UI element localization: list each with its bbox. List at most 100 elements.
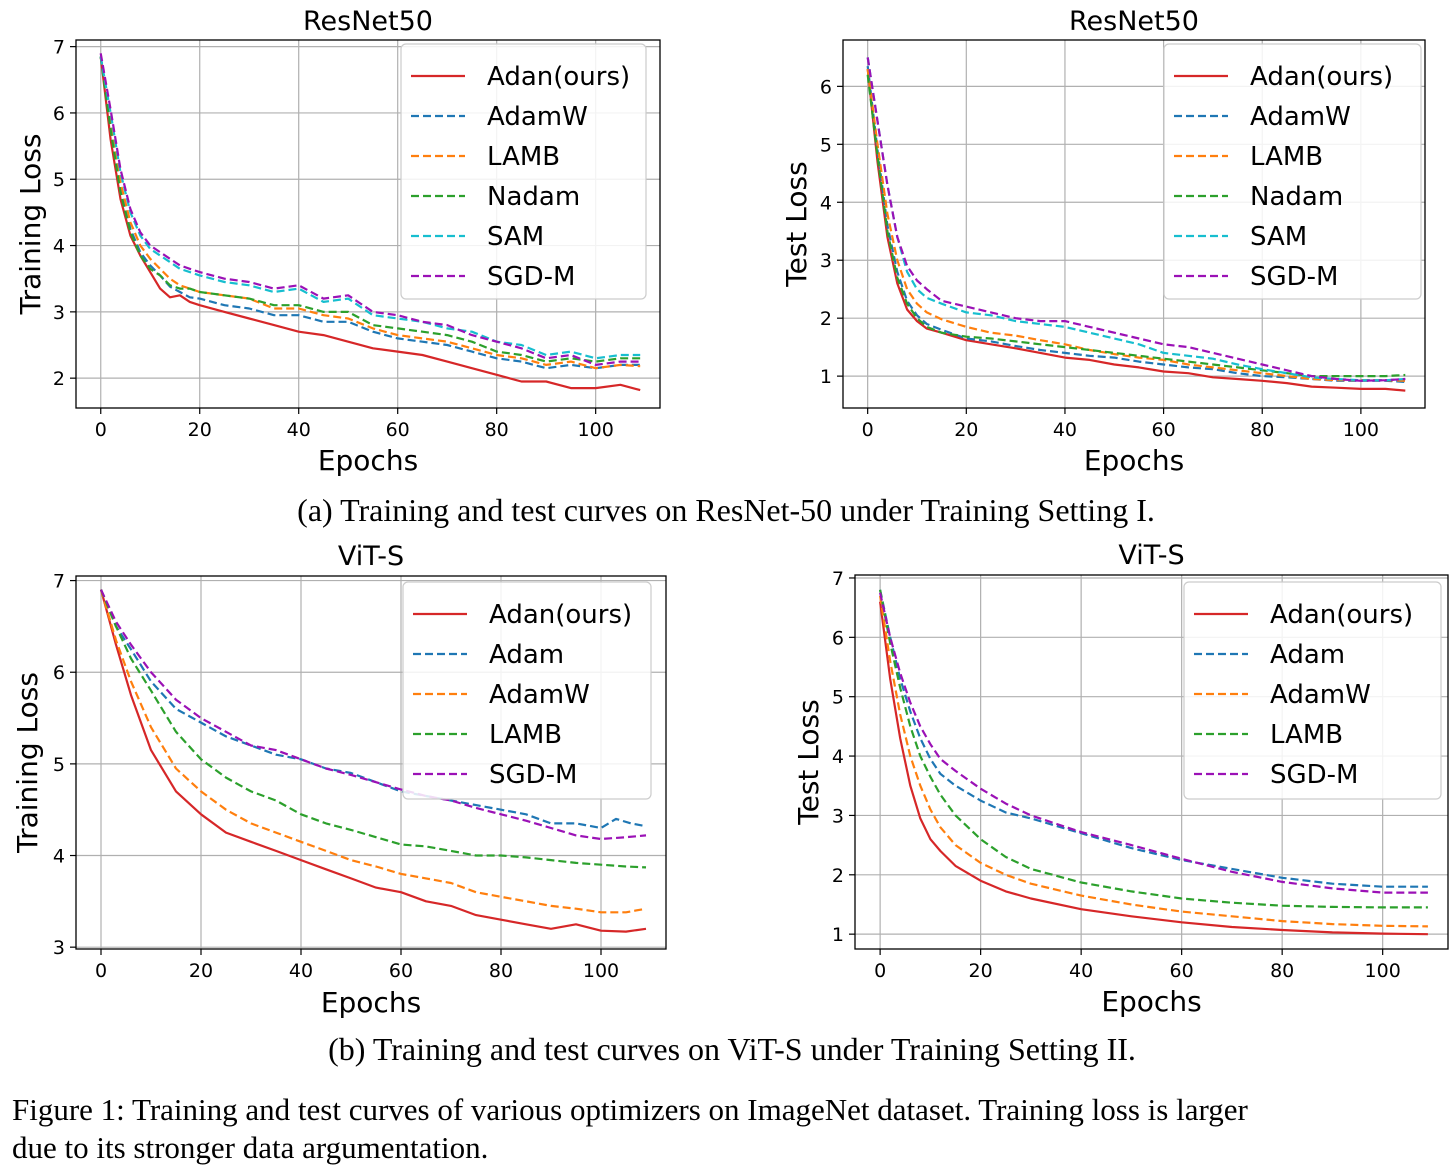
x-tick-label: 60 xyxy=(1170,960,1194,982)
chart-panel-1: 0 20 40 60 80 100 2 3 4 5 6 7 ResNet50 Epochs Training… xyxy=(14,6,661,477)
legend-label: Adam xyxy=(1270,640,1345,670)
x-tick-label: 80 xyxy=(1270,960,1294,982)
series-line-Adan(ours) xyxy=(879,601,1428,936)
legend-label: Adam xyxy=(489,640,564,670)
x-tick-label: 60 xyxy=(386,419,410,441)
y-tick-label: 1 xyxy=(820,366,832,388)
legend-box xyxy=(1183,581,1442,800)
chart-title: ViT-S xyxy=(338,541,404,572)
legend: Adan(ours) AdamW LAMB Nadam SAM SGD-M xyxy=(1163,43,1422,300)
x-axis-label: Epochs xyxy=(321,986,421,1019)
y-tick-label: 5 xyxy=(53,169,65,191)
legend-label: Adan(ours) xyxy=(1270,600,1413,630)
series-line-LAMB xyxy=(866,68,1406,382)
plot-frame xyxy=(75,39,661,409)
plot-frame xyxy=(75,575,667,950)
series-line-Adan(ours) xyxy=(866,68,1406,392)
y-tick-label: 4 xyxy=(53,236,65,258)
x-tick-label: 60 xyxy=(1151,419,1175,441)
y-axis-label: Test Loss xyxy=(792,699,825,825)
y-tick-label: 4 xyxy=(820,192,832,214)
plot-frame xyxy=(854,574,1449,950)
series-line-Adan(ours) xyxy=(99,589,647,933)
chart-panel-4: 0 20 40 60 80 100 1 2 3 4 5 6 7 ViT-S Epochs Test Loss A… xyxy=(792,540,1449,1018)
y-tick-label: 3 xyxy=(832,805,844,827)
y-tick-label: 6 xyxy=(832,627,844,649)
chart-title: ResNet50 xyxy=(1069,6,1199,37)
caption-a: (a) Training and test curves on ResNet-5… xyxy=(297,492,1155,528)
chart-title: ResNet50 xyxy=(303,6,433,37)
series-line-SGD-M xyxy=(99,53,641,366)
y-tick-label: 2 xyxy=(820,308,832,330)
x-tick-label: 20 xyxy=(189,960,213,982)
legend: Adan(ours) Adam AdamW LAMB SGD-M xyxy=(402,581,652,800)
chart-panel-2: 0 20 40 60 80 100 1 2 3 4 5 6 ResNet50 Epochs Test Los… xyxy=(780,6,1426,477)
chart-title: ViT-S xyxy=(1118,540,1184,571)
plot-frame xyxy=(842,39,1426,409)
y-tick-label: 3 xyxy=(53,937,65,959)
y-tick-label: 5 xyxy=(53,754,65,776)
y-tick-label: 1 xyxy=(832,924,844,946)
series-line-LAMB xyxy=(879,589,1428,909)
legend-label: SGD-M xyxy=(489,760,578,790)
legend-label: SGD-M xyxy=(1250,262,1339,292)
legend-label: SAM xyxy=(487,222,544,252)
series-line-SGD-M xyxy=(879,592,1428,894)
y-tick-label: 7 xyxy=(53,571,65,593)
y-axis-label: Test Loss xyxy=(780,161,813,287)
legend-label: LAMB xyxy=(487,142,560,172)
legend-label: LAMB xyxy=(489,720,562,750)
legend-label: LAMB xyxy=(1270,720,1343,750)
y-tick-label: 5 xyxy=(820,134,832,156)
series-line-LAMB xyxy=(99,589,647,869)
y-tick-label: 4 xyxy=(53,846,65,868)
legend-label: Adan(ours) xyxy=(489,600,632,630)
x-tick-label: 40 xyxy=(287,419,311,441)
legend-label: SAM xyxy=(1250,222,1307,252)
series-line-SAM xyxy=(866,57,1406,382)
figure-caption-line-2: due to its stronger data argumentation. xyxy=(12,1130,488,1165)
x-tick-label: 60 xyxy=(389,960,413,982)
legend-label: LAMB xyxy=(1250,142,1323,172)
series-line-LAMB xyxy=(99,56,641,370)
x-tick-label: 100 xyxy=(583,960,619,982)
series-line-AdamW xyxy=(879,595,1428,928)
x-tick-label: 0 xyxy=(95,960,107,982)
legend-label: Adan(ours) xyxy=(487,62,630,92)
legend: Adan(ours) AdamW LAMB Nadam SAM SGD-M xyxy=(400,43,647,300)
legend-label: AdamW xyxy=(487,102,588,132)
x-tick-label: 40 xyxy=(289,960,313,982)
y-tick-label: 3 xyxy=(820,250,832,272)
y-tick-label: 7 xyxy=(53,37,65,59)
x-tick-label: 20 xyxy=(188,419,212,441)
x-axis-label: Epochs xyxy=(318,444,418,477)
x-tick-label: 100 xyxy=(1343,419,1379,441)
legend-box xyxy=(1163,43,1422,300)
legend-label: AdamW xyxy=(1250,102,1351,132)
y-tick-label: 2 xyxy=(832,865,844,887)
x-axis-label: Epochs xyxy=(1084,444,1184,477)
x-tick-label: 20 xyxy=(969,960,993,982)
x-tick-label: 0 xyxy=(95,419,107,441)
x-tick-label: 0 xyxy=(874,960,886,982)
legend-label: Nadam xyxy=(487,182,580,212)
x-axis-label: Epochs xyxy=(1101,985,1201,1018)
legend-label: Nadam xyxy=(1250,182,1343,212)
legend-label: Adan(ours) xyxy=(1250,62,1393,92)
y-tick-label: 2 xyxy=(53,368,65,390)
legend-label: SGD-M xyxy=(1270,760,1359,790)
y-tick-label: 6 xyxy=(820,76,832,98)
x-tick-label: 20 xyxy=(954,419,978,441)
series-line-AdamW xyxy=(99,589,647,914)
x-tick-label: 80 xyxy=(485,419,509,441)
figure-caption-line-1: Figure 1: Training and test curves of va… xyxy=(12,1092,1248,1127)
x-tick-label: 100 xyxy=(1365,960,1401,982)
series-line-SGD-M xyxy=(866,57,1406,382)
x-tick-label: 100 xyxy=(578,419,614,441)
series-line-SGD-M xyxy=(100,589,647,841)
y-axis-label: Training Loss xyxy=(11,672,44,854)
legend-label: SGD-M xyxy=(487,262,576,292)
y-tick-label: 7 xyxy=(832,568,844,590)
x-tick-label: 80 xyxy=(489,960,513,982)
y-axis-label: Training Loss xyxy=(14,134,47,316)
